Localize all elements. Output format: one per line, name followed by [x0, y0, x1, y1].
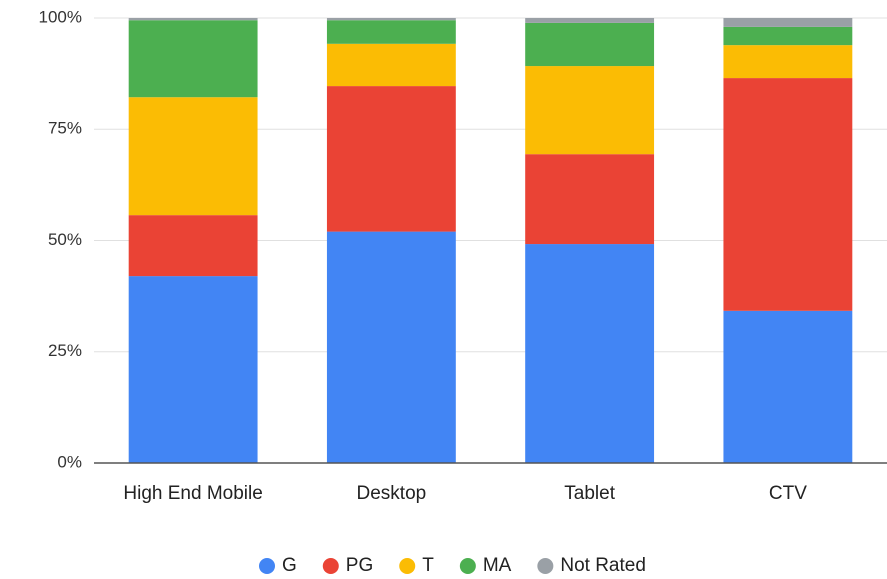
x-tick-label: Desktop	[357, 483, 427, 504]
x-tick-label: Tablet	[564, 483, 615, 504]
bar-segment	[128, 97, 258, 216]
legend-swatch	[322, 558, 339, 574]
legend-swatch	[399, 558, 416, 574]
bar-segment	[723, 45, 853, 79]
bar-segment	[326, 231, 456, 463]
bar-segment	[326, 18, 456, 21]
x-tick-label: CTV	[769, 483, 807, 504]
bar-segment	[525, 66, 655, 155]
legend-label: T	[422, 555, 434, 576]
bar-segment	[525, 244, 655, 463]
bar-segment	[723, 26, 853, 46]
bar-segment	[326, 20, 456, 44]
legend-label: PG	[346, 555, 373, 576]
bar-segment	[525, 154, 655, 245]
y-tick-label: 100%	[39, 7, 82, 26]
bar-segment	[326, 86, 456, 232]
bar-segment	[128, 276, 258, 463]
bar-segment	[525, 22, 655, 67]
bar-segment	[326, 43, 456, 87]
legend-label: Not Rated	[560, 555, 646, 576]
legend-swatch	[537, 558, 554, 574]
y-tick-label: 25%	[48, 341, 82, 360]
bar-segment	[723, 18, 853, 27]
legend-label: MA	[483, 555, 512, 576]
legend-swatch	[459, 558, 476, 574]
bar-segment	[723, 310, 853, 463]
legend-swatch	[259, 558, 275, 574]
bar-segment	[128, 18, 258, 21]
bar-segment	[525, 18, 655, 23]
y-tick-label: 50%	[48, 230, 82, 249]
legend-label: G	[282, 555, 297, 576]
y-tick-label: 75%	[48, 119, 82, 138]
y-tick-label: 0%	[57, 452, 82, 471]
bar-segment	[128, 20, 258, 98]
x-tick-label: High End Mobile	[123, 483, 262, 504]
bar-segment	[128, 215, 258, 277]
bar-segment	[723, 78, 853, 311]
